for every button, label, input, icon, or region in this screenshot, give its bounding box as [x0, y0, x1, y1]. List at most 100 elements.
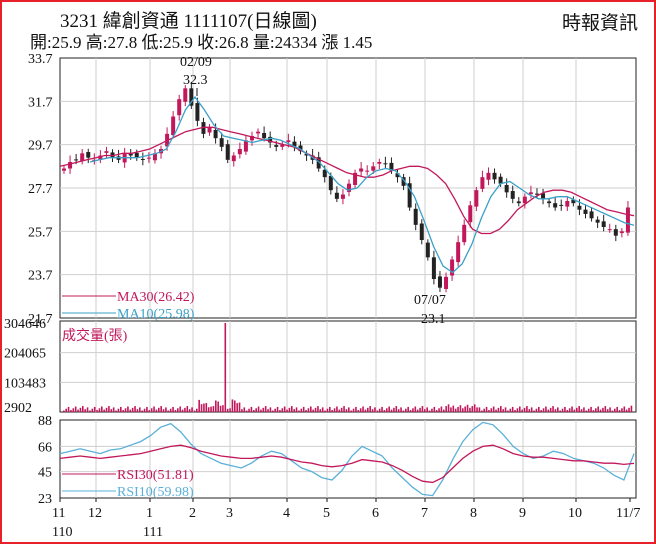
volume-bar [181, 409, 184, 412]
chart-title: 3231 緯創資通 1111107(日線圖) [60, 11, 317, 32]
volume-bar [243, 407, 246, 412]
ma30-legend-label: MA30(26.42) [117, 290, 195, 305]
volume-bar [431, 408, 433, 412]
volume-bar [148, 410, 151, 412]
volume-bar [101, 406, 103, 412]
volume-bar [212, 406, 215, 412]
candle-down [304, 153, 309, 156]
volume-bar [433, 406, 436, 412]
volume-bar [93, 406, 96, 412]
volume-bar [255, 408, 257, 412]
candle-up [231, 155, 236, 162]
volume-bar [606, 409, 609, 412]
volume-bar [540, 410, 542, 412]
volume-bar [150, 408, 153, 412]
month-label: 12 [88, 506, 102, 521]
rsi-tick-label: 23 [38, 492, 52, 507]
candle-down [213, 129, 218, 139]
candle-down [553, 203, 558, 208]
volume-bar [416, 409, 419, 412]
candle-up [183, 88, 188, 102]
volume-bar [535, 408, 538, 412]
volume-tick-label: 2902 [4, 401, 32, 416]
volume-bar [374, 407, 376, 412]
volume-bar [454, 408, 457, 412]
volume-bar [464, 406, 466, 412]
volume-bar [291, 406, 293, 412]
price-tick-label: 29.7 [28, 139, 53, 154]
month-label: 1 [146, 506, 153, 521]
volume-bar [495, 409, 497, 412]
volume-bar [568, 408, 571, 412]
volume-bar [84, 409, 86, 412]
month-label: 3 [226, 506, 233, 521]
volume-bar [595, 408, 597, 412]
volume-bar [167, 410, 170, 412]
candle-down [140, 158, 145, 160]
candle-down [298, 145, 303, 152]
candle-up [286, 140, 291, 143]
candle-up [340, 194, 345, 199]
volume-bar [357, 410, 360, 412]
volume-bar [462, 408, 464, 412]
price-tick-label: 25.7 [28, 225, 53, 240]
candle-up [347, 183, 351, 192]
volume-bar [621, 408, 623, 412]
volume-bar [400, 407, 402, 412]
volume-bar [599, 409, 602, 412]
candle-down [268, 136, 273, 143]
volume-bar [179, 406, 181, 412]
volume-bar [165, 407, 167, 412]
volume-bar [219, 405, 222, 412]
volume-bar [473, 404, 476, 412]
volume-bar [604, 406, 607, 412]
volume-bar [585, 410, 588, 412]
volume-bar [469, 407, 471, 412]
volume-bar [483, 408, 485, 412]
volume-bar [421, 406, 424, 412]
candle-up [486, 172, 491, 180]
volume-bar [326, 408, 329, 412]
candle-down [395, 173, 400, 178]
volume-bar [547, 409, 550, 412]
volume-bar [86, 407, 89, 412]
volume-bar [564, 406, 566, 412]
volume-bar [578, 406, 580, 412]
candle-down [407, 183, 412, 208]
volume-bar [217, 401, 219, 412]
candle-down [613, 229, 618, 236]
volume-bar [492, 406, 495, 412]
candle-down [571, 199, 576, 204]
candle-up [104, 151, 109, 153]
volume-bar [155, 409, 158, 412]
volume-panel [59, 320, 637, 413]
candle-up [207, 127, 212, 133]
month-label: 11/7 [616, 506, 640, 521]
volume-bar [77, 409, 79, 412]
volume-bar [393, 407, 395, 412]
rsi30-line [59, 444, 635, 484]
volume-bar [257, 406, 260, 412]
volume-bar [196, 408, 198, 412]
candle-down [328, 175, 333, 191]
candle-down [498, 176, 503, 184]
volume-bar [388, 406, 390, 412]
candle-down [383, 163, 388, 165]
volume-bar [231, 399, 234, 412]
volume-bar [409, 410, 412, 412]
volume-bar [172, 406, 174, 412]
volume-bar [511, 406, 514, 412]
volume-bar [533, 410, 535, 412]
candle-up [456, 242, 461, 263]
volume-bar [331, 410, 333, 412]
volume-bar [405, 408, 407, 412]
candle-up [98, 155, 103, 160]
candle-up [619, 231, 624, 234]
volume-bar [146, 406, 148, 412]
volume-bar [82, 406, 84, 412]
volume-bar [136, 409, 139, 412]
volume-bar [229, 408, 231, 412]
volume-bar [108, 406, 110, 412]
volume-bar [177, 408, 179, 412]
candle-down [504, 184, 509, 193]
